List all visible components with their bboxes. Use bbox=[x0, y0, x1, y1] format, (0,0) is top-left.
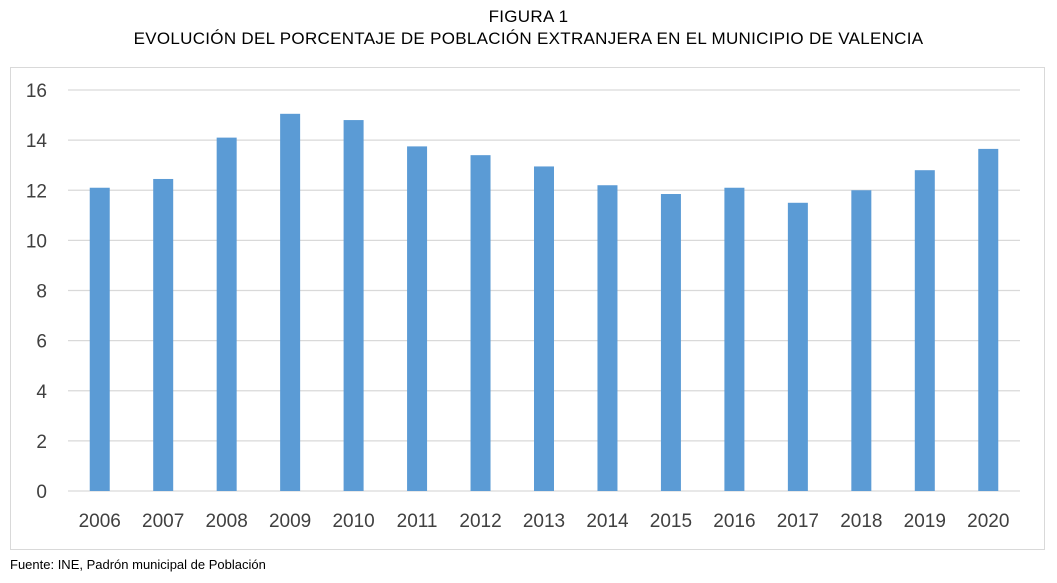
figure-header: FIGURA 1 EVOLUCIÓN DEL PORCENTAJE DE POB… bbox=[0, 6, 1057, 50]
x-tick-label-2008: 2008 bbox=[206, 511, 248, 532]
x-tick-label-2014: 2014 bbox=[586, 511, 629, 532]
x-tick-label-2006: 2006 bbox=[79, 511, 121, 532]
x-tick-label-2016: 2016 bbox=[713, 511, 755, 532]
y-tick-label-0: 0 bbox=[36, 482, 47, 503]
bar-2016 bbox=[724, 187, 745, 491]
x-tick-label-2020: 2020 bbox=[967, 511, 1009, 532]
x-tick-label-2013: 2013 bbox=[523, 511, 565, 532]
bar-2019 bbox=[914, 170, 935, 491]
x-tick-label-2018: 2018 bbox=[840, 511, 882, 532]
x-tick-label-2012: 2012 bbox=[459, 511, 501, 532]
bar-2006 bbox=[89, 187, 110, 491]
y-tick-label-14: 14 bbox=[26, 131, 48, 152]
bar-2017 bbox=[787, 202, 808, 491]
y-tick-label-6: 6 bbox=[36, 332, 47, 353]
chart-area bbox=[10, 67, 1045, 550]
bar-2010 bbox=[343, 120, 364, 491]
bar-2014 bbox=[597, 185, 618, 492]
bar-2020 bbox=[978, 148, 999, 491]
bar-2015 bbox=[660, 194, 681, 491]
y-tick-label-4: 4 bbox=[36, 382, 47, 403]
y-tick-label-2: 2 bbox=[36, 432, 47, 453]
x-tick-label-2007: 2007 bbox=[142, 511, 184, 532]
y-tick-label-10: 10 bbox=[26, 231, 47, 252]
y-tick-label-16: 16 bbox=[26, 81, 47, 102]
source-note: Fuente: INE, Padrón municipal de Poblaci… bbox=[10, 557, 266, 572]
bar-2009 bbox=[280, 113, 301, 491]
bar-2007 bbox=[153, 178, 174, 492]
bar-2008 bbox=[216, 137, 237, 491]
bar-2012 bbox=[470, 155, 491, 491]
bar-2013 bbox=[534, 166, 554, 492]
figure-label: FIGURA 1 bbox=[488, 7, 569, 26]
bar-2011 bbox=[407, 146, 428, 491]
x-tick-label-2017: 2017 bbox=[777, 511, 819, 532]
x-tick-label-2019: 2019 bbox=[904, 511, 946, 532]
y-tick-label-12: 12 bbox=[26, 181, 47, 202]
chart-title: EVOLUCIÓN DEL PORCENTAJE DE POBLACIÓN EX… bbox=[133, 29, 924, 48]
y-tick-label-8: 8 bbox=[36, 282, 47, 303]
x-tick-label-2015: 2015 bbox=[650, 511, 692, 532]
bar-2018 bbox=[851, 190, 872, 491]
x-tick-label-2010: 2010 bbox=[332, 511, 374, 532]
x-tick-label-2009: 2009 bbox=[269, 511, 311, 532]
x-tick-label-2011: 2011 bbox=[397, 511, 438, 532]
